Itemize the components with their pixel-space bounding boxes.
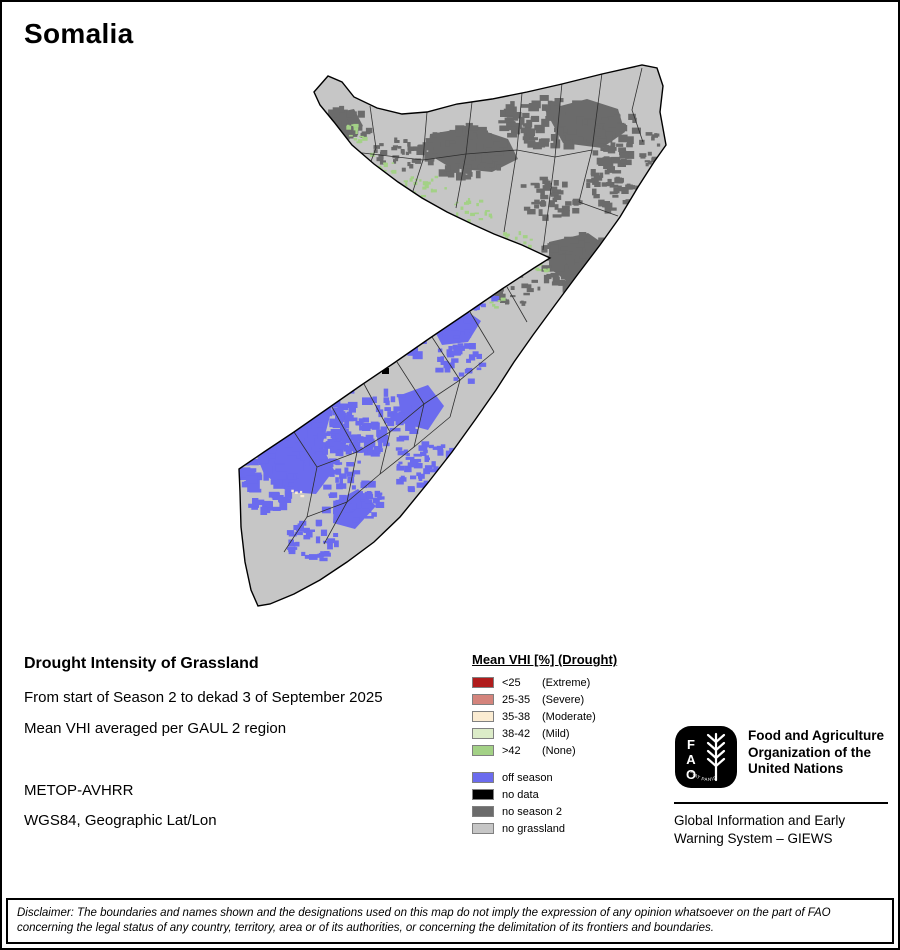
legend-qualifier: (Severe) — [542, 693, 585, 706]
legend-row-no-grassland: no grassland — [472, 820, 617, 837]
map-period-line: From start of Season 2 to dekad 3 of Sep… — [24, 689, 383, 706]
district-boundaries — [283, 67, 644, 553]
sensor-label: METOP-AVHRR — [24, 782, 134, 799]
fao-name-line: Food and Agriculture — [748, 728, 884, 743]
legend-swatch-off-season — [472, 772, 494, 783]
fao-letter-a: A — [686, 752, 696, 767]
legend-value: 25-35 — [502, 693, 531, 706]
legend-swatch-no-data — [472, 789, 494, 800]
giews-line: Warning System – GIEWS — [674, 830, 833, 846]
legend-swatch-none — [472, 745, 494, 756]
legend-swatch-moderate — [472, 711, 494, 722]
legend: Mean VHI [%] (Drought) <25 (Extreme) 25-… — [472, 652, 617, 837]
disclaimer-line: concerning the legal status of any count… — [17, 922, 714, 934]
legend-swatch-severe — [472, 694, 494, 705]
disclaimer-line: Disclaimer: The boundaries and names sho… — [17, 907, 831, 919]
legend-qualifier: (Moderate) — [542, 710, 596, 723]
legend-group-gap — [472, 759, 617, 769]
legend-swatch-no-season2 — [472, 806, 494, 817]
fao-name: Food and Agriculture Organization of the… — [748, 725, 884, 789]
legend-label: off season — [502, 771, 553, 784]
giews-label: Global Information and Early Warning Sys… — [674, 812, 845, 847]
legend-label: no data — [502, 788, 539, 801]
legend-row-off-season: off season — [472, 769, 617, 786]
legend-label: no season 2 — [502, 805, 562, 818]
map-aggregation-line: Mean VHI averaged per GAUL 2 region — [24, 720, 287, 737]
legend-qualifier: (None) — [542, 744, 576, 757]
no-data-patch — [382, 368, 389, 374]
legend-swatch-mild — [472, 728, 494, 739]
fao-letter-f: F — [687, 737, 695, 752]
legend-row-severe: 25-35 (Severe) — [472, 691, 617, 708]
map-subject-heading: Drought Intensity of Grassland — [24, 655, 259, 672]
fao-attribution: F A O FIAT PANIS Food and Agriculture Or… — [674, 725, 896, 789]
legend-row-mild: 38-42 (Mild) — [472, 725, 617, 742]
legend-title: Mean VHI [%] (Drought) — [472, 652, 618, 667]
legend-value: <25 — [502, 676, 521, 689]
legend-qualifier: (Mild) — [542, 727, 570, 740]
fao-logo: F A O FIAT PANIS — [675, 726, 737, 788]
legend-qualifier: (Extreme) — [542, 676, 591, 689]
fao-name-line: Organization of the — [748, 744, 871, 760]
legend-label: no grassland — [502, 822, 565, 835]
legend-value: 35-38 — [502, 710, 531, 723]
projection-label: WGS84, Geographic Lat/Lon — [24, 812, 217, 829]
somalia-outline — [238, 64, 667, 607]
legend-swatch-extreme — [472, 677, 494, 688]
legend-row-none: >42 (None) — [472, 742, 617, 759]
legend-value: >42 — [502, 744, 521, 757]
legend-row-extreme: <25 (Extreme) — [472, 674, 617, 691]
fao-name-line: United Nations — [748, 761, 844, 776]
footer-divider — [674, 802, 888, 804]
legend-row-no-season2: no season 2 — [472, 803, 617, 820]
giews-line: Global Information and Early — [674, 813, 846, 828]
legend-row-moderate: 35-38 (Moderate) — [472, 708, 617, 725]
wheat-icon — [706, 732, 726, 782]
legend-swatch-no-grassland — [472, 823, 494, 834]
page-title: Somalia — [24, 18, 134, 49]
legend-value: 38-42 — [502, 727, 531, 740]
fao-letter-o: O — [686, 767, 696, 782]
legend-row-no-data: no data — [472, 786, 617, 803]
disclaimer-box: Disclaimer: The boundaries and names sho… — [6, 898, 894, 944]
